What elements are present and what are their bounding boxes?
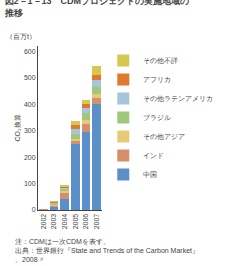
svg-text:300: 300 xyxy=(24,127,36,134)
svg-text:2005: 2005 xyxy=(72,214,79,230)
svg-text:200: 200 xyxy=(24,154,36,161)
svg-text:注：CDMは一次CDMを表す。: 注：CDMは一次CDMを表す。 xyxy=(15,238,110,246)
svg-text:2003: 2003 xyxy=(50,214,57,230)
svg-text:600: 600 xyxy=(24,48,36,55)
svg-text:アフリカ: アフリカ xyxy=(143,76,171,83)
svg-text:2002: 2002 xyxy=(40,214,47,230)
svg-text:2004: 2004 xyxy=(61,214,68,230)
svg-text:500: 500 xyxy=(24,74,36,81)
svg-text:。2008〃: 。2008〃 xyxy=(15,256,45,263)
svg-text:100: 100 xyxy=(24,180,36,187)
svg-text:2006: 2006 xyxy=(82,214,89,230)
svg-text:0: 0 xyxy=(32,206,36,213)
svg-text:400: 400 xyxy=(24,101,36,108)
svg-text:CO₂換算: CO₂換算 xyxy=(14,114,21,141)
svg-text:中国: 中国 xyxy=(143,171,157,178)
svg-text:その他ラテンアメリカ: その他ラテンアメリカ xyxy=(143,95,213,103)
svg-text:出典：世界銀行『State and Trends of th: 出典：世界銀行『State and Trends of the Carbon M… xyxy=(15,247,199,255)
svg-text:ブラジル: ブラジル xyxy=(143,114,171,121)
svg-text:インド: インド xyxy=(143,152,164,159)
svg-text:その他アジア: その他アジア xyxy=(143,133,185,141)
svg-text:図2－1－13 CDMプロジェクトの実施地域の推移: 図2－1－13 CDMプロジェクトの実施地域の推移 xyxy=(4,0,190,18)
svg-text:2007: 2007 xyxy=(93,214,100,230)
svg-text:その他不詳: その他不詳 xyxy=(143,57,178,65)
svg-text:（百万t）: （百万t） xyxy=(6,33,36,41)
